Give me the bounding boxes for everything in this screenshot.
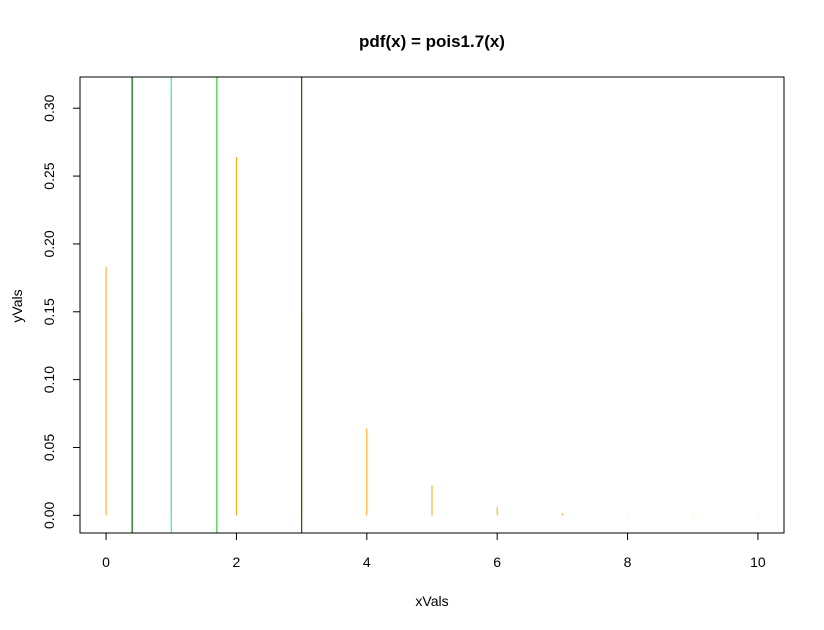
plot-frame bbox=[79, 76, 785, 534]
x-tick-label: 8 bbox=[624, 554, 632, 570]
y-tick-label: 0.30 bbox=[41, 94, 57, 121]
x-tick-label: 0 bbox=[102, 554, 110, 570]
chart-title: pdf(x) = pois1.7(x) bbox=[359, 32, 505, 51]
x-axis-label: xVals bbox=[415, 593, 448, 609]
y-tick-label: 0.10 bbox=[41, 366, 57, 393]
x-tick-label: 4 bbox=[363, 554, 371, 570]
y-axis-label: yVals bbox=[9, 289, 25, 322]
plot-marks bbox=[105, 77, 759, 533]
x-tick-label: 6 bbox=[493, 554, 501, 570]
y-tick-label: 0.25 bbox=[41, 162, 57, 189]
y-tick-label: 0.05 bbox=[41, 434, 57, 461]
x-tick-label: 2 bbox=[233, 554, 241, 570]
y-tick-label: 0.00 bbox=[41, 502, 57, 529]
y-tick-label: 0.20 bbox=[41, 230, 57, 257]
y-tick-label: 0.15 bbox=[41, 298, 57, 325]
x-tick-label: 10 bbox=[750, 554, 766, 570]
x-axis: 0 2 4 6 8 10 bbox=[102, 532, 766, 570]
y-axis: 0.00 0.05 0.10 0.15 0.20 0.25 0.30 bbox=[41, 94, 81, 529]
